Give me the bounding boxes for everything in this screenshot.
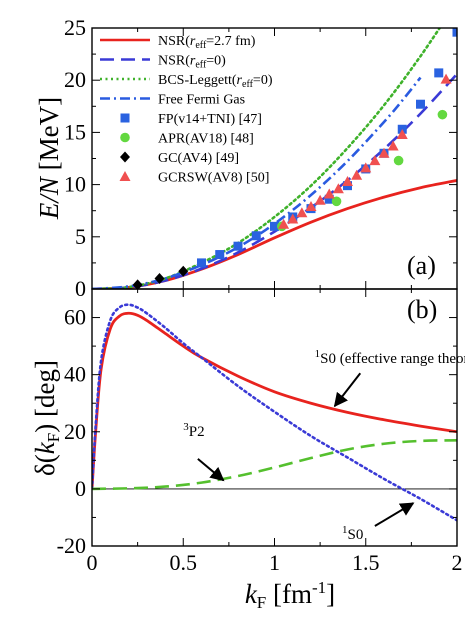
data-point-gcrsw-av8-50	[387, 140, 399, 151]
data-point-fp-v14-tni-47	[452, 28, 457, 37]
y-axis-label-a: E/N [MeV]	[34, 97, 64, 220]
data-point-fp-v14-tni-47	[215, 250, 225, 260]
legend-entry: BCS-Leggett(reff=0)	[158, 73, 273, 90]
panel-label-b: (b)	[407, 295, 437, 324]
data-point-gcrsw-av8-50	[296, 207, 308, 218]
a-y-tick-label: 5	[75, 224, 86, 249]
b-y-tick-label: 60	[64, 305, 86, 330]
data-point-gcrsw-av8-50	[351, 169, 363, 180]
legend-marker	[120, 151, 130, 163]
annotation-arrow	[374, 502, 415, 527]
a-y-tick-label: 0	[75, 276, 86, 301]
a-y-tick-label: 10	[64, 172, 86, 197]
b-y-tick-label: 0	[75, 476, 86, 501]
legend-entry: NSR(reff=0)	[158, 54, 226, 71]
data-point-gcrsw-av8-50	[314, 194, 326, 205]
data-point-gcrsw-av8-50	[396, 128, 408, 139]
legend-entry: GCRSW(AV8) [50]	[158, 171, 269, 186]
a-series-bcs-leggett-r-eff-0	[92, 28, 442, 289]
data-point-fp-v14-tni-47	[197, 258, 206, 268]
data-point-gcrsw-av8-50	[323, 188, 335, 199]
data-point-gcrsw-av8-50	[360, 162, 372, 173]
annotation-arrow	[197, 458, 225, 482]
y-axis-label-b: δ(kF) [deg]	[30, 360, 63, 476]
x-axis-label: kF [fm-1]	[245, 578, 335, 612]
b-series-1s0-effective-range-theory	[92, 311, 457, 489]
legend: NSR(reff=2.7 fm) NSR(reff=0) BCS-Leggett(r…	[100, 34, 273, 186]
data-point-fp-v14-tni-47	[270, 221, 279, 231]
b-series-3p2	[92, 439, 457, 491]
curve-annotation: 1S0 (effective range theory)	[315, 348, 465, 367]
data-point-fp-v14-tni-47	[324, 194, 334, 204]
data-point-gcrsw-av8-50	[287, 213, 299, 224]
a-series-free-fermi-gas	[92, 76, 422, 289]
a-y-tick-label: 25	[64, 15, 86, 40]
a-series-nsr-r-eff-2-7-fm	[92, 179, 457, 289]
a-y-tick-label: 15	[64, 119, 86, 144]
data-point-fp-v14-tni-47	[416, 99, 425, 109]
b-plot-frame	[91, 288, 458, 547]
x-tick-label: 1	[269, 550, 280, 575]
data-point-apr-av18-48	[393, 155, 404, 166]
data-point-fp-v14-tni-47	[233, 241, 243, 251]
panel-a: 0 5 10 15 20 25 NSR(reff=2.7 fm) NSR(reff=0) BC…	[34, 15, 458, 301]
data-point-gcrsw-av8-50	[378, 147, 390, 158]
b-y-tick-label: 20	[64, 419, 86, 444]
data-point-gc-av4-49	[154, 273, 165, 285]
legend-marker	[119, 171, 131, 181]
annotation-arrow	[333, 372, 362, 408]
curve-annotation: 3P2	[183, 421, 204, 440]
x-tick-label: 0	[87, 550, 98, 575]
a-series-nsr-r-eff-0	[92, 73, 457, 289]
data-point-gcrsw-av8-50	[342, 175, 353, 186]
data-point-gc-av4-49	[132, 279, 143, 289]
data-point-gc-av4-49	[178, 265, 189, 277]
legend-marker	[120, 132, 130, 143]
data-point-fp-v14-tni-47	[434, 68, 444, 78]
data-point-gcrsw-av8-50	[369, 155, 381, 166]
b-y-tick-label: -20	[57, 533, 86, 558]
curve-annotation: 1S0	[342, 524, 363, 543]
legend-entry: Free Fermi Gas	[158, 93, 245, 108]
data-point-gcrsw-av8-50	[440, 73, 452, 84]
legend-entry: GC(AV4) [49]	[158, 151, 239, 166]
b-series-1s0	[92, 303, 457, 522]
legend-marker	[120, 113, 130, 123]
panel-label-a: (a)	[407, 251, 436, 280]
x-tick-label: 1.5	[352, 550, 380, 575]
legend-entry: APR(AV18) [48]	[158, 132, 254, 147]
a-y-tick-label: 20	[64, 67, 86, 92]
legend-entry: FP(v14+TNI) [47]	[158, 112, 262, 127]
data-point-gcrsw-av8-50	[305, 201, 317, 212]
data-point-apr-av18-48	[331, 196, 342, 207]
b-y-tick-label: 40	[64, 362, 86, 387]
x-tick-label: 2	[452, 550, 463, 575]
data-point-fp-v14-tni-47	[251, 231, 261, 241]
x-tick-label: 0.5	[170, 550, 198, 575]
data-point-apr-av18-48	[437, 109, 448, 120]
legend-entry: NSR(reff=2.7 fm)	[158, 34, 256, 51]
data-point-gcrsw-av8-50	[278, 218, 290, 229]
data-point-gcrsw-av8-50	[332, 183, 344, 194]
